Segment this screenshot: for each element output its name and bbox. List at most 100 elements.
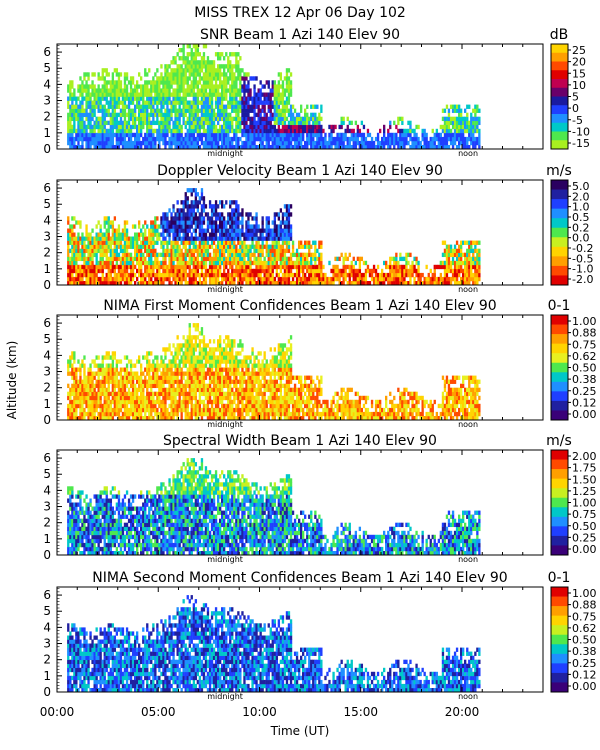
heatmap-cell <box>170 92 173 97</box>
heatmap-cell <box>265 140 268 146</box>
heatmap-cell <box>455 120 459 126</box>
heatmap-cell <box>190 72 193 77</box>
heatmap-cell <box>417 276 420 282</box>
heatmap-cell <box>105 240 108 245</box>
heatmap-cell <box>192 208 196 213</box>
heatmap-cell <box>445 281 449 285</box>
heatmap-cell <box>184 212 187 217</box>
heatmap-cell <box>464 140 467 146</box>
heatmap-cell <box>401 281 404 285</box>
heatmap-cell <box>79 220 82 225</box>
heatmap-cell <box>281 112 285 118</box>
heatmap-cell <box>164 240 167 245</box>
heatmap-cell <box>237 212 240 217</box>
heatmap-cell <box>464 108 467 113</box>
heatmap-cell <box>314 128 317 134</box>
heatmap-cell <box>229 216 232 221</box>
heatmap-cell <box>194 224 198 229</box>
heatmap-cell <box>312 272 315 278</box>
heatmap-cell <box>350 145 353 149</box>
heatmap-cell <box>289 272 293 278</box>
heatmap-cell <box>441 136 445 142</box>
heatmap-cell <box>83 84 86 89</box>
heatmap-cell <box>257 96 260 101</box>
heatmap-cell <box>219 96 222 101</box>
heatmap-cell <box>200 272 204 278</box>
heatmap-cell <box>97 116 100 122</box>
heatmap-cell <box>312 120 315 126</box>
heatmap-cell <box>267 248 270 254</box>
heatmap-cell <box>265 240 268 245</box>
heatmap-cell <box>320 108 323 113</box>
heatmap-cell <box>259 276 262 282</box>
heatmap-cell <box>312 240 315 245</box>
heatmap-cell <box>417 264 420 270</box>
heatmap-cell <box>154 272 157 278</box>
heatmap-cell <box>168 248 171 254</box>
heatmap-cell <box>277 128 281 134</box>
heatmap-cell <box>263 281 266 285</box>
heatmap-cell <box>279 136 283 142</box>
heatmap-cell <box>204 92 208 97</box>
heatmap-cell <box>200 192 204 197</box>
heatmap-cell <box>121 276 125 282</box>
heatmap-cell <box>111 116 115 122</box>
heatmap-cell <box>176 72 179 77</box>
heatmap-cell <box>69 104 72 109</box>
heatmap-cell <box>239 108 242 113</box>
heatmap-cell <box>447 112 451 118</box>
heatmap-cell <box>263 128 266 134</box>
heatmap-cell <box>170 272 173 278</box>
heatmap-cell <box>449 281 453 285</box>
heatmap-cell <box>342 281 345 285</box>
heatmap-cell <box>192 112 196 118</box>
heatmap-cell <box>190 192 193 197</box>
heatmap-cell <box>150 136 153 142</box>
heatmap-cell <box>397 272 400 278</box>
heatmap-cell <box>472 260 475 266</box>
heatmap-cell <box>233 260 236 266</box>
heatmap-cell <box>293 140 297 146</box>
heatmap-cell <box>188 212 191 217</box>
heatmap-cell <box>75 236 78 241</box>
heatmap-cell <box>214 100 218 105</box>
heatmap-cell <box>208 100 212 105</box>
heatmap-cell <box>176 120 179 126</box>
heatmap-cell <box>255 236 258 241</box>
heatmap-cell <box>219 104 222 109</box>
heatmap-cell <box>154 216 157 221</box>
heatmap-cell <box>247 276 250 282</box>
heatmap-cell <box>113 232 117 237</box>
heatmap-cell <box>285 88 289 93</box>
heatmap-cell <box>267 124 270 130</box>
heatmap-cell <box>75 244 78 249</box>
heatmap-cell <box>237 76 240 81</box>
heatmap-cell <box>172 208 175 213</box>
heatmap-cell <box>119 140 123 146</box>
heatmap-cell <box>310 260 313 266</box>
heatmap-cell <box>275 140 279 146</box>
heatmap-cell <box>304 252 307 258</box>
heatmap-cell <box>125 281 129 285</box>
heatmap-cell <box>376 264 380 270</box>
heatmap-cell <box>221 116 224 122</box>
heatmap-cell <box>152 120 155 126</box>
heatmap-cell <box>67 136 70 142</box>
heatmap-cell <box>202 120 206 126</box>
heatmap-cell <box>231 228 234 233</box>
heatmap-cell <box>389 268 392 274</box>
heatmap-cell <box>253 145 256 149</box>
heatmap-cell <box>105 72 108 77</box>
heatmap-cell <box>251 252 254 258</box>
heatmap-cell <box>117 84 121 89</box>
heatmap-cell <box>194 44 198 49</box>
heatmap-cell <box>212 228 216 233</box>
heatmap-cell <box>202 236 206 241</box>
heatmap-cell <box>202 196 206 201</box>
heatmap-cell <box>73 88 76 93</box>
heatmap-cell <box>279 228 283 233</box>
heatmap-cell <box>464 128 467 134</box>
heatmap-cell <box>350 128 353 134</box>
heatmap-cell <box>214 204 218 209</box>
heatmap-cell <box>233 136 236 142</box>
